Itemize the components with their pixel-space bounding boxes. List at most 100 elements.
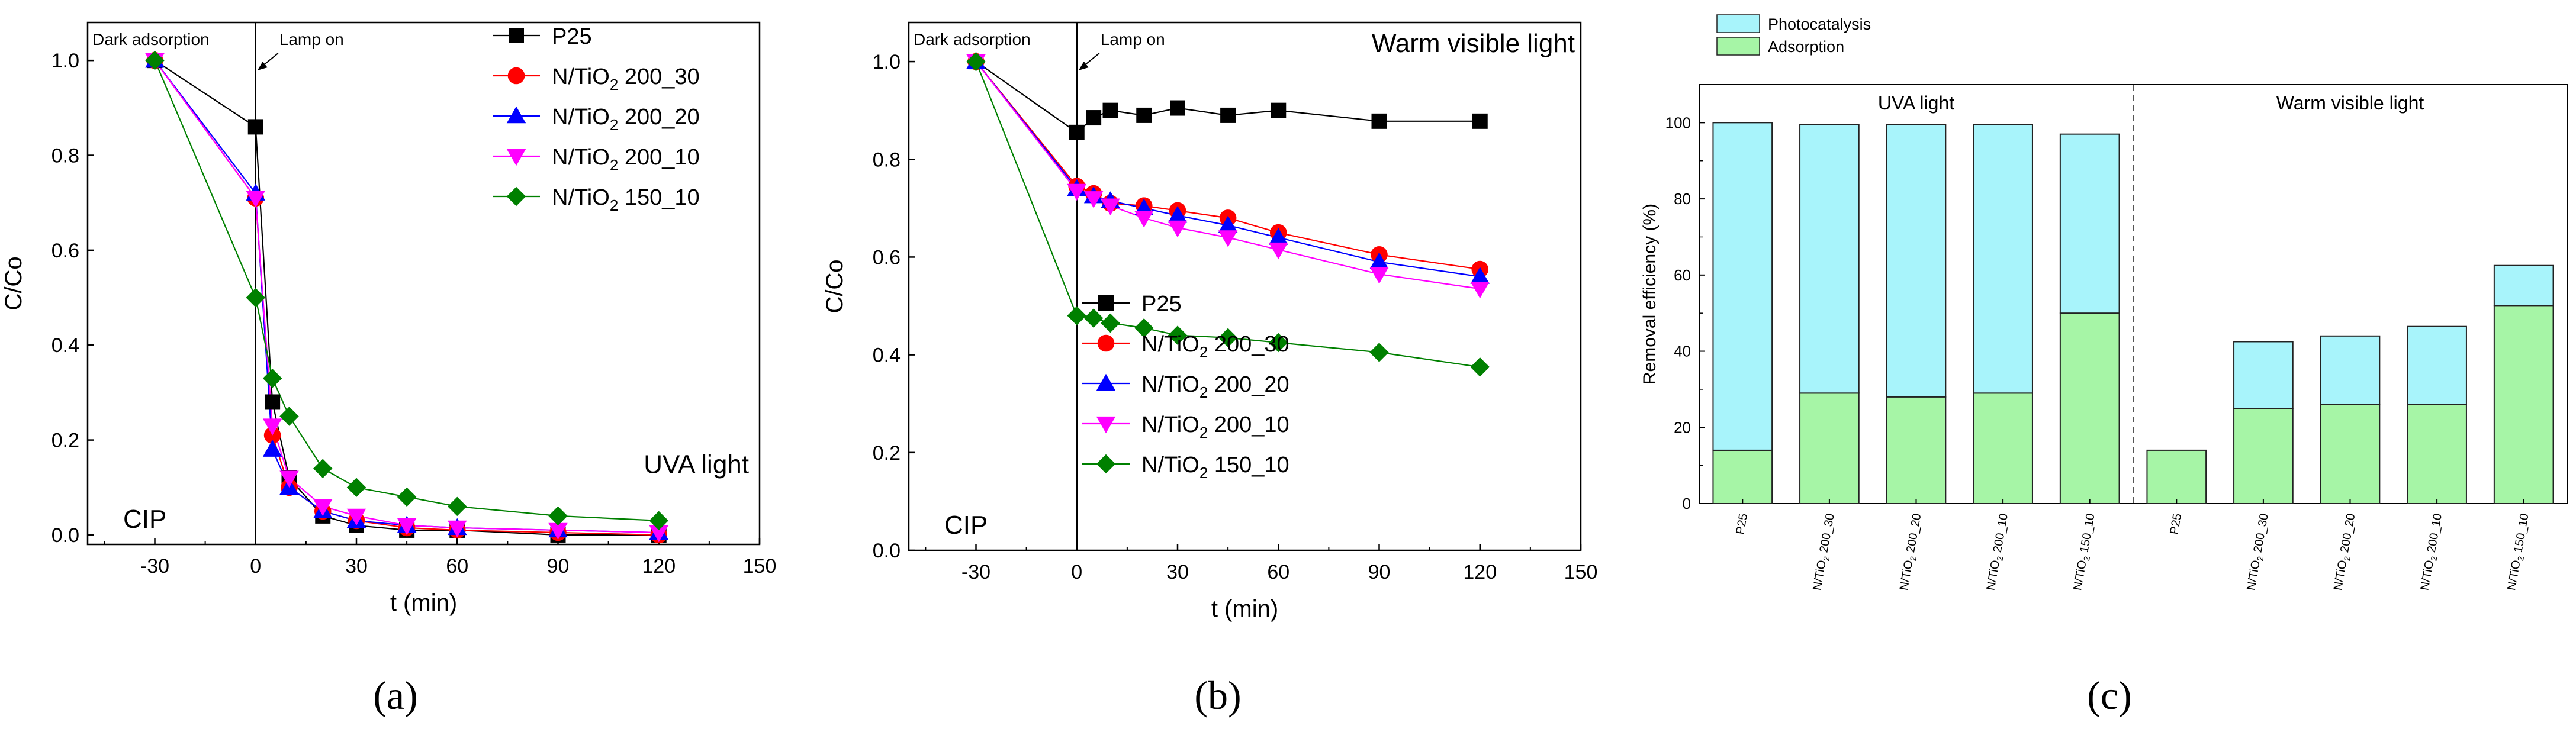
y-tick-label: 0.8	[52, 145, 79, 167]
plot-frame	[86, 21, 761, 546]
data-point	[279, 407, 299, 426]
data-point	[313, 459, 333, 478]
legend: P25 N/TiO2 200_30 N/TiO2 200_20 N/TiO2 200_…	[1082, 292, 1289, 482]
x-tick-label: 60	[446, 555, 468, 578]
data-point	[548, 506, 568, 526]
x-tick-label: -30	[961, 561, 990, 583]
bar-adsorption	[1886, 396, 1947, 504]
x-tick-label: -30	[140, 555, 169, 578]
x-tick-label: 120	[1463, 561, 1497, 583]
x-tick-label: N/TiO2 150_10	[2505, 512, 2533, 592]
annotation-compound: CIP	[123, 505, 166, 534]
annotation-light: Warm visible light	[1372, 29, 1575, 58]
bar-photocatalysis	[2493, 264, 2554, 307]
x-tick-label: 30	[1166, 561, 1189, 583]
legend-label: P25	[552, 24, 592, 49]
data-point	[1369, 343, 1389, 362]
data-point	[1069, 124, 1085, 140]
data-point	[1269, 228, 1288, 245]
annotation-lamp-on: Lamp on	[279, 30, 344, 49]
x-tick-label: N/TiO2 200_30	[1810, 512, 1838, 592]
bar-adsorption	[1799, 392, 1860, 504]
y-axis-label: Removal efficiency (%)	[1640, 204, 1660, 385]
x-tick-label: 90	[1368, 561, 1391, 583]
legend-label: Photocatalysis	[1768, 15, 1871, 33]
panel-label-b: (b)	[1194, 673, 1241, 718]
data-point	[1134, 211, 1154, 228]
legend: P25 N/TiO2 200_30 N/TiO2 200_20 N/TiO2 200_…	[493, 24, 700, 214]
panel-a: -30 0 30 60 90 120 150 0.0 0.2 0.4 0.6 0.8 1.0 t (min…	[1, 21, 776, 616]
y-tick-label: 0	[1683, 495, 1691, 512]
bar-photocatalysis	[2059, 133, 2120, 314]
legend-marker	[1096, 454, 1116, 474]
data-point	[1101, 313, 1120, 333]
y-tick-label: 100	[1665, 114, 1691, 131]
y-tick-label: 0.0	[873, 540, 901, 562]
lamp-on-arrowhead	[1078, 62, 1089, 70]
annotation-dark-adsorption: Dark adsorption	[914, 30, 1031, 49]
data-point	[448, 496, 467, 517]
legend-swatch	[1716, 37, 1760, 56]
x-tick-label: 90	[547, 555, 570, 578]
bar-adsorption	[2233, 408, 2294, 504]
series-line	[975, 61, 1480, 270]
data-point	[247, 119, 263, 135]
data-point	[346, 478, 366, 498]
data-point	[1067, 183, 1086, 201]
data-point	[1271, 102, 1287, 118]
x-tick-label: N/TiO2 200_10	[1985, 512, 2012, 592]
legend-label: N/TiO2 200_20	[1141, 372, 1289, 401]
data-point	[279, 470, 299, 488]
series-line	[975, 61, 1480, 290]
data-point	[265, 394, 281, 410]
data-point	[145, 50, 165, 70]
data-point	[1218, 230, 1238, 247]
bar-photocatalysis	[1886, 124, 1947, 398]
y-tick-label: 1.0	[52, 50, 79, 72]
y-tick-label: 0.6	[873, 246, 901, 269]
data-point	[1134, 318, 1154, 338]
data-point	[649, 525, 668, 543]
data-point	[262, 369, 282, 388]
legend-label: N/TiO2 200_10	[1141, 412, 1289, 441]
series-line	[975, 61, 1480, 368]
y-tick-label: 0.2	[52, 430, 79, 452]
panel-label-a: (a)	[373, 673, 417, 718]
legend-label: N/TiO2 200_30	[1141, 332, 1289, 361]
lamp-on-arrowhead	[257, 62, 268, 70]
y-tick-label: 0.0	[52, 524, 79, 547]
x-tick-label: 120	[642, 555, 676, 578]
legend-marker	[506, 149, 526, 166]
bar-photocatalysis	[1973, 124, 2033, 394]
annotation-lamp-on: Lamp on	[1101, 30, 1165, 49]
legend-marker	[1096, 416, 1116, 434]
data-point	[448, 520, 467, 538]
legend-marker	[506, 106, 526, 124]
series-line	[975, 61, 1480, 134]
data-point	[1269, 333, 1288, 353]
x-tick-label: P25	[2167, 512, 2184, 536]
x-tick-label: 60	[1267, 561, 1289, 583]
series-line	[154, 60, 659, 522]
data-point	[966, 51, 986, 72]
legend-label: Adsorption	[1768, 38, 1844, 56]
legend-marker	[507, 67, 525, 85]
x-axis-label: t (min)	[1211, 596, 1278, 622]
panel-b: -30 0 30 60 90 120 150 0.0 0.2 0.4 0.6 0.8 1.0 t (min…	[822, 21, 1597, 622]
annotation-compound: CIP	[944, 511, 988, 540]
data-point	[1168, 205, 1188, 223]
bar-adsorption	[2059, 312, 2120, 504]
data-point	[1218, 328, 1238, 347]
bar-photocatalysis	[2233, 341, 2294, 409]
data-point	[1220, 107, 1236, 123]
data-point	[1170, 100, 1185, 116]
panel-c: 0 20 40 60 80 100 Removal efficiency (%) P25 N/T…	[1640, 14, 2568, 592]
annotation-dark-adsorption: Dark adsorption	[92, 30, 210, 49]
group-label: UVA light	[1878, 92, 1954, 114]
y-tick-label: 80	[1674, 190, 1691, 208]
legend-label: N/TiO2 200_10	[552, 145, 700, 174]
legend-marker	[509, 28, 524, 43]
annotation-light: UVA light	[644, 450, 749, 479]
bar-adsorption	[2493, 305, 2554, 504]
